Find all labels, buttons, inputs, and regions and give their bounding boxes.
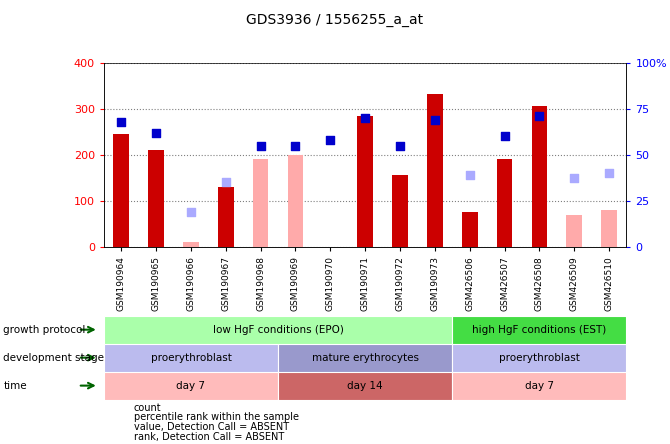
Point <box>499 133 510 140</box>
Point <box>186 209 196 216</box>
Bar <box>462 212 478 247</box>
Text: growth protocol: growth protocol <box>3 325 86 335</box>
Bar <box>113 134 129 247</box>
Bar <box>104 344 278 372</box>
Bar <box>452 344 626 372</box>
Text: GDS3936 / 1556255_a_at: GDS3936 / 1556255_a_at <box>247 13 423 28</box>
Text: percentile rank within the sample: percentile rank within the sample <box>134 412 299 422</box>
Text: day 7: day 7 <box>176 381 206 391</box>
Text: value, Detection Call = ABSENT: value, Detection Call = ABSENT <box>134 422 289 432</box>
Text: low HgF conditions (EPO): low HgF conditions (EPO) <box>212 325 344 335</box>
Bar <box>253 159 269 247</box>
Point <box>325 136 336 143</box>
Bar <box>566 214 582 247</box>
Point <box>429 117 440 124</box>
Bar <box>531 107 547 247</box>
Bar <box>496 159 513 247</box>
Text: mature erythrocytes: mature erythrocytes <box>312 353 419 363</box>
Bar <box>148 150 164 247</box>
Bar <box>104 372 278 400</box>
Bar <box>357 115 373 247</box>
Bar <box>218 187 234 247</box>
Point <box>604 170 614 177</box>
Point <box>255 142 266 149</box>
Point <box>116 119 127 126</box>
Bar <box>278 372 452 400</box>
Point <box>534 112 545 119</box>
Point <box>151 129 161 136</box>
Text: time: time <box>3 381 27 391</box>
Bar <box>287 155 304 247</box>
Text: day 7: day 7 <box>525 381 554 391</box>
Text: proerythroblast: proerythroblast <box>499 353 580 363</box>
Bar <box>104 316 452 344</box>
Text: count: count <box>134 403 161 412</box>
Point <box>290 142 301 149</box>
Point <box>220 179 231 186</box>
Bar <box>278 344 452 372</box>
Bar <box>392 175 408 247</box>
Text: day 14: day 14 <box>347 381 383 391</box>
Point <box>395 142 405 149</box>
Text: high HgF conditions (EST): high HgF conditions (EST) <box>472 325 606 335</box>
Bar <box>601 210 617 247</box>
Text: rank, Detection Call = ABSENT: rank, Detection Call = ABSENT <box>134 432 284 442</box>
Text: development stage: development stage <box>3 353 105 363</box>
Bar <box>452 316 626 344</box>
Point <box>360 115 371 122</box>
Point <box>464 172 475 179</box>
Bar <box>183 242 199 247</box>
Bar <box>452 372 626 400</box>
Point <box>569 174 580 181</box>
Bar <box>427 94 443 247</box>
Text: proerythroblast: proerythroblast <box>151 353 231 363</box>
